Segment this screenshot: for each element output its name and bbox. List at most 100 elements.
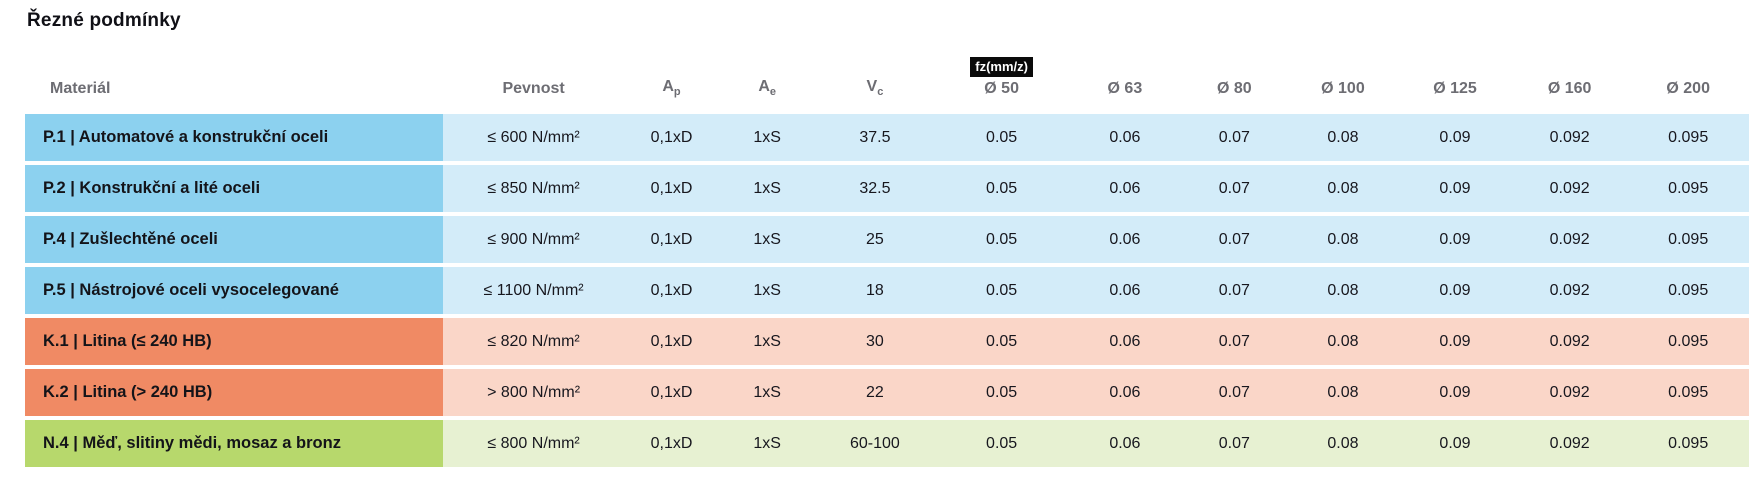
header-diameter-label: Ø 63 (1107, 80, 1143, 97)
page: Řezné podmínky Materiál Pevnost Ap Ae Vc (25, 10, 1749, 471)
fz-cell: 0.092 (1511, 165, 1628, 212)
header-diameter-inner: Ø 80 (1181, 80, 1288, 98)
header-material: Materiál (50, 80, 111, 97)
ap-cell: 0,1xD (624, 114, 719, 161)
header-diameter-inner: Ø 125 (1398, 80, 1512, 98)
vc-cell: 22 (815, 369, 935, 416)
fz-cell: 0.092 (1511, 216, 1628, 263)
header-diameter: Ø 63 (1069, 46, 1181, 110)
fz-cell: 0.08 (1287, 318, 1399, 365)
material-cell: P.2 | Konstrukční a lité oceli (25, 165, 444, 212)
material-cell: P.1 | Automatové a konstrukční oceli (25, 114, 444, 161)
vc-cell: 30 (815, 318, 935, 365)
ap-cell: 0,1xD (624, 369, 719, 416)
ae-cell: 1xS (718, 318, 816, 365)
fz-cell: 0.07 (1180, 216, 1288, 263)
header-ap: Ap (624, 46, 719, 110)
vc-cell: 60-100 (815, 420, 935, 467)
ae-cell: 1xS (718, 216, 816, 263)
table-row: N.4 | Měď, slitiny mědi, mosaz a bronz ≤… (25, 420, 1749, 467)
fz-cell: 0.09 (1398, 114, 1512, 161)
table-row: P.2 | Konstrukční a lité oceli ≤ 850 N/m… (25, 165, 1749, 212)
ap-cell: 0,1xD (624, 165, 719, 212)
pevnost-cell: > 800 N/mm² (443, 369, 625, 416)
fz-cell: 0.092 (1511, 114, 1628, 161)
fz-cell: 0.08 (1287, 369, 1399, 416)
fz-cell: 0.09 (1398, 369, 1512, 416)
header-vc-sub: c (877, 86, 884, 98)
ap-cell: 0,1xD (624, 216, 719, 263)
header-pevnost: Pevnost (502, 80, 565, 97)
fz-cell: 0.095 (1627, 114, 1749, 161)
fz-cell: 0.07 (1180, 267, 1288, 314)
fz-cell: 0.07 (1180, 165, 1288, 212)
header-diameter: Ø 80 (1181, 46, 1288, 110)
pevnost-cell: ≤ 850 N/mm² (443, 165, 625, 212)
material-cell: P.4 | Zušlechtěné oceli (25, 216, 444, 263)
header-diameter-label: Ø 200 (1666, 80, 1710, 97)
fz-cell: 0.06 (1068, 318, 1181, 365)
header-ae: Ae (719, 46, 816, 110)
fz-cell: 0.092 (1511, 318, 1628, 365)
header-diameter: Ø 160 (1512, 46, 1628, 110)
header-diameter-label: Ø 50 (984, 80, 1019, 97)
fz-cell: 0.09 (1398, 165, 1512, 212)
cutting-conditions-table: Materiál Pevnost Ap Ae Vc fz(mm/z) Ø 50 … (25, 42, 1749, 471)
fz-cell: 0.05 (934, 318, 1069, 365)
fz-cell: 0.095 (1627, 165, 1749, 212)
ae-cell: 1xS (718, 165, 816, 212)
header-ae-base: A (758, 77, 770, 95)
vc-cell: 37.5 (815, 114, 935, 161)
fz-cell: 0.09 (1398, 267, 1512, 314)
fz-cell: 0.095 (1627, 369, 1749, 416)
fz-cell: 0.08 (1287, 114, 1399, 161)
vc-cell: 25 (815, 216, 935, 263)
ap-cell: 0,1xD (624, 420, 719, 467)
fz-cell: 0.06 (1068, 369, 1181, 416)
table-row: P.1 | Automatové a konstrukční oceli ≤ 6… (25, 114, 1749, 161)
fz-cell: 0.095 (1627, 216, 1749, 263)
header-diameter-label: Ø 160 (1547, 80, 1592, 97)
vc-cell: 32.5 (815, 165, 935, 212)
ae-cell: 1xS (718, 420, 816, 467)
material-cell: P.5 | Nástrojové oceli vysocelegované (25, 267, 444, 314)
pevnost-cell: ≤ 820 N/mm² (443, 318, 625, 365)
ap-cell: 0,1xD (624, 318, 719, 365)
fz-cell: 0.07 (1180, 420, 1288, 467)
fz-cell: 0.09 (1398, 216, 1512, 263)
table-row: P.5 | Nástrojové oceli vysocelegované ≤ … (25, 267, 1749, 314)
fz-cell: 0.07 (1180, 369, 1288, 416)
header-diameter-label: Ø 100 (1321, 80, 1365, 97)
header-ae-sub: e (769, 86, 777, 98)
fz-cell: 0.05 (934, 420, 1069, 467)
header-diameter-label: Ø 125 (1433, 80, 1477, 97)
fz-cell: 0.09 (1398, 420, 1512, 467)
header-diameter-inner: Ø 100 (1288, 80, 1398, 98)
page-title: Řezné podmínky (27, 10, 181, 31)
header-diameter-inner: Ø 160 (1512, 80, 1628, 98)
fz-cell: 0.08 (1287, 216, 1399, 263)
header-diameter-inner: Ø 200 (1627, 80, 1749, 98)
material-cell: K.2 | Litina (> 240 HB) (25, 369, 444, 416)
header-diameter: fz(mm/z) Ø 50 (934, 46, 1068, 110)
fz-cell: 0.092 (1511, 369, 1628, 416)
header-diameter-inner: fz(mm/z) Ø 50 (934, 57, 1068, 98)
fz-cell: 0.06 (1068, 267, 1181, 314)
ae-cell: 1xS (718, 114, 816, 161)
header-diameter-inner: Ø 63 (1069, 80, 1181, 98)
fz-cell: 0.06 (1068, 420, 1181, 467)
fz-unit-badge: fz(mm/z) (970, 57, 1033, 77)
header-diameter-label: Ø 80 (1217, 80, 1252, 97)
table-row: P.4 | Zušlechtěné oceli ≤ 900 N/mm² 0,1x… (25, 216, 1749, 263)
pevnost-cell: ≤ 800 N/mm² (443, 420, 625, 467)
fz-cell: 0.07 (1180, 318, 1288, 365)
header-row: Materiál Pevnost Ap Ae Vc fz(mm/z) Ø 50 … (25, 46, 1749, 110)
fz-cell: 0.08 (1287, 267, 1399, 314)
table-row: K.2 | Litina (> 240 HB) > 800 N/mm² 0,1x… (25, 369, 1749, 416)
fz-cell: 0.07 (1180, 114, 1288, 161)
ap-cell: 0,1xD (624, 267, 719, 314)
pevnost-cell: ≤ 600 N/mm² (443, 114, 625, 161)
header-diameter: Ø 200 (1627, 46, 1749, 110)
fz-cell: 0.05 (934, 267, 1069, 314)
fz-cell: 0.05 (934, 114, 1069, 161)
